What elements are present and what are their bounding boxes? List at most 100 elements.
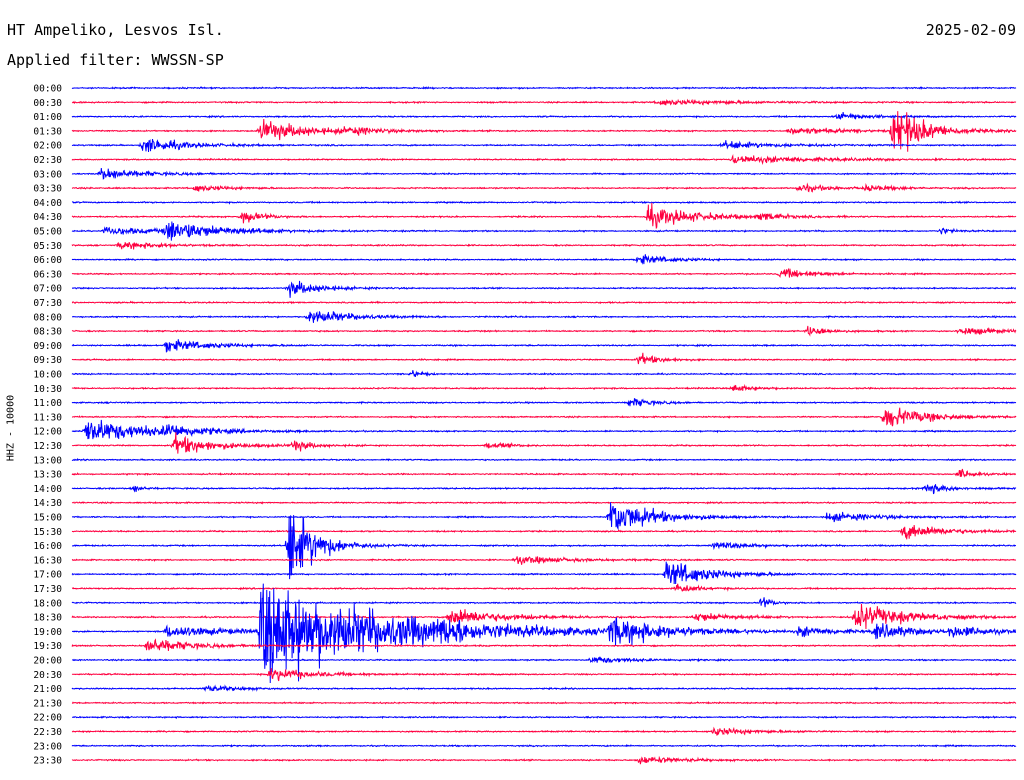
date-label: 2025-02-09: [925, 21, 1016, 39]
row-label: 08:00: [33, 312, 62, 323]
row-label: 23:30: [33, 756, 62, 767]
row-label: 13:30: [33, 470, 62, 481]
row-label: 05:00: [33, 227, 62, 238]
trace-row: [71, 457, 1017, 462]
trace-row: [71, 111, 1017, 121]
row-label: 07:00: [33, 284, 62, 295]
trace-row: [71, 200, 1017, 205]
trace-row: [71, 339, 1017, 353]
trace-row: [71, 370, 1017, 378]
row-label: 20:00: [33, 656, 62, 667]
trace-row: [71, 583, 1017, 684]
trace-row: [71, 352, 1017, 365]
row-label: 02:30: [33, 155, 62, 166]
row-label: 14:00: [33, 484, 62, 495]
row-label: 15:00: [33, 513, 62, 524]
trace-row: [71, 668, 1017, 682]
trace-row: [71, 743, 1017, 748]
trace-row: [71, 700, 1017, 705]
row-label: 16:00: [33, 541, 62, 552]
row-label: 17:30: [33, 584, 62, 595]
trace-row: [71, 280, 1017, 298]
trace-group: [71, 85, 1017, 765]
trace-row: [71, 267, 1017, 278]
row-label: 23:00: [33, 741, 62, 752]
trace-row: [71, 383, 1017, 392]
trace-row: [71, 755, 1017, 765]
filter-label: Applied filter: WWSSN-SP: [7, 51, 224, 69]
row-label: 08:30: [33, 327, 62, 338]
trace-row: [71, 525, 1017, 540]
trace-row: [71, 407, 1017, 427]
trace-row: [71, 138, 1017, 153]
row-label: 21:00: [33, 684, 62, 695]
trace-row: [71, 98, 1017, 106]
row-label: 21:30: [33, 698, 62, 709]
trace-row: [71, 484, 1017, 495]
row-label: 05:30: [33, 241, 62, 252]
row-label: 22:00: [33, 713, 62, 724]
trace-row: [71, 311, 1017, 323]
row-label: 15:30: [33, 527, 62, 538]
row-label: 19:00: [33, 627, 62, 638]
trace-row: [71, 561, 1017, 585]
trace-row: [71, 684, 1017, 693]
trace-row: [71, 111, 1017, 152]
trace-row: [71, 603, 1017, 630]
trace-row: [71, 515, 1017, 580]
row-label: 16:30: [33, 555, 62, 566]
row-label: 19:30: [33, 641, 62, 652]
row-label: 12:30: [33, 441, 62, 452]
row-label: 04:00: [33, 198, 62, 209]
station-title: HT Ampeliko, Lesvos Isl.: [7, 21, 224, 39]
trace-row: [71, 300, 1017, 305]
trace-row: [71, 500, 1017, 505]
trace-row: [71, 182, 1017, 193]
row-label: 14:30: [33, 498, 62, 509]
trace-row: [71, 726, 1017, 736]
row-label: 12:00: [33, 427, 62, 438]
row-label: 17:00: [33, 570, 62, 581]
trace-row: [71, 656, 1017, 664]
row-label: 09:00: [33, 341, 62, 352]
trace-row: [71, 241, 1017, 250]
row-label: 11:00: [33, 398, 62, 409]
row-label: 11:30: [33, 412, 62, 423]
trace-row: [71, 583, 1017, 592]
trace-row: [71, 502, 1017, 531]
row-label: 06:30: [33, 269, 62, 280]
trace-row: [71, 85, 1017, 91]
row-label: 13:00: [33, 455, 62, 466]
row-label: 04:30: [33, 212, 62, 223]
trace-row: [71, 556, 1017, 565]
trace-row: [71, 325, 1017, 337]
row-label: 10:00: [33, 370, 62, 381]
row-label: 20:30: [33, 670, 62, 681]
row-label: 01:00: [33, 112, 62, 123]
trace-row: [71, 154, 1017, 165]
trace-row: [71, 397, 1017, 407]
row-label: 03:00: [33, 169, 62, 180]
trace-row: [71, 432, 1017, 454]
row-label: 06:00: [33, 255, 62, 266]
row-label: 22:30: [33, 727, 62, 738]
trace-row: [71, 715, 1017, 720]
trace-row: [71, 638, 1017, 651]
row-label: 18:30: [33, 613, 62, 624]
row-label: 10:30: [33, 384, 62, 395]
trace-row: [71, 221, 1017, 241]
row-label: 07:30: [33, 298, 62, 309]
row-label: 03:30: [33, 184, 62, 195]
row-label: 01:30: [33, 126, 62, 137]
row-label: 00:00: [33, 84, 62, 95]
trace-row: [71, 468, 1017, 478]
row-label: 02:00: [33, 141, 62, 152]
trace-row: [71, 202, 1017, 230]
trace-row: [71, 597, 1017, 608]
row-label-group: 00:00 00:30 01:00 01:30 02:00 02:30 03:00 03:30…: [33, 84, 62, 767]
row-label: 18:00: [33, 598, 62, 609]
trace-row: [71, 419, 1017, 440]
row-label: 09:30: [33, 355, 62, 366]
row-label: 00:30: [33, 98, 62, 109]
